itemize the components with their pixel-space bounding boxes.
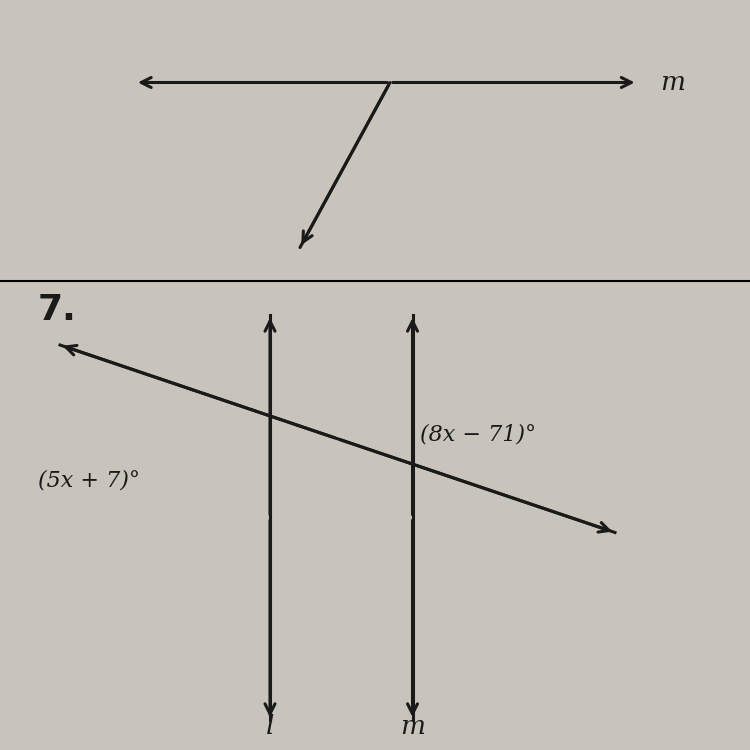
Text: m: m bbox=[660, 70, 685, 95]
Text: l: l bbox=[266, 714, 274, 739]
Text: (8x − 71)°: (8x − 71)° bbox=[420, 424, 536, 446]
Text: 7.: 7. bbox=[38, 292, 76, 326]
Text: (5x + 7)°: (5x + 7)° bbox=[38, 469, 140, 491]
Text: m: m bbox=[400, 714, 425, 739]
